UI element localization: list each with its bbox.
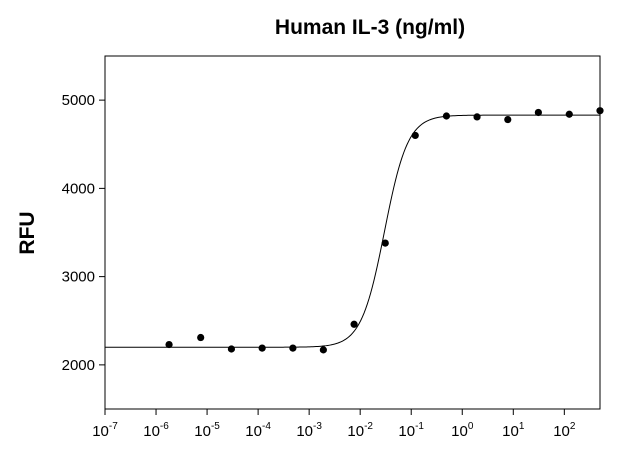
y-tick-label: 3000 bbox=[62, 269, 95, 286]
x-tick-label-exponent: 0 bbox=[468, 421, 474, 432]
x-tick-label: 10-1 bbox=[398, 421, 424, 440]
data-point bbox=[473, 113, 481, 121]
x-tick-label-base: 10 bbox=[245, 423, 262, 440]
x-tick-label-exponent: 1 bbox=[519, 421, 525, 432]
y-axis: 2000 3000 4000 5000 bbox=[62, 92, 105, 374]
data-point bbox=[442, 112, 451, 120]
x-tick-label-base: 10 bbox=[502, 423, 519, 440]
data-point bbox=[565, 110, 573, 118]
x-tick-label-base: 10 bbox=[194, 423, 211, 440]
x-tick-label-exponent: -2 bbox=[364, 421, 373, 432]
x-axis: 10-7 10-6 10-5 10-4 10-3 10-2 10-1 100 101 102 bbox=[92, 409, 576, 440]
data-points bbox=[165, 107, 604, 354]
data-point bbox=[596, 107, 604, 115]
data-point bbox=[258, 344, 266, 352]
x-tick-label: 10-4 bbox=[245, 421, 271, 440]
plot-frame bbox=[104, 55, 601, 410]
x-tick-label: 101 bbox=[502, 421, 525, 440]
x-tick-label: 10-3 bbox=[296, 421, 322, 440]
x-tick-label: 10-2 bbox=[347, 421, 373, 440]
data-point bbox=[165, 340, 173, 349]
x-tick-label: 10-6 bbox=[143, 421, 169, 440]
x-tick-label-exponent: -1 bbox=[415, 421, 424, 432]
x-tick-label-exponent: -4 bbox=[262, 421, 271, 432]
fit-curve bbox=[105, 114, 600, 348]
x-tick-label-base: 10 bbox=[143, 423, 160, 440]
data-point bbox=[227, 345, 236, 353]
x-tick-label-base: 10 bbox=[347, 423, 364, 440]
data-point bbox=[411, 131, 419, 140]
x-tick-label: 100 bbox=[451, 421, 474, 440]
x-tick-label-exponent: 2 bbox=[570, 421, 576, 432]
chart-title: Human IL-3 (ng/ml) bbox=[275, 16, 465, 39]
x-tick-label: 10-5 bbox=[194, 421, 220, 440]
data-point bbox=[381, 239, 389, 247]
y-tick-label: 5000 bbox=[62, 92, 95, 109]
x-tick-label-exponent: -7 bbox=[109, 421, 118, 432]
x-tick-label-base: 10 bbox=[553, 423, 570, 440]
x-tick-label-exponent: -6 bbox=[160, 421, 169, 432]
x-tick-label-exponent: -3 bbox=[313, 421, 322, 432]
data-point bbox=[534, 108, 542, 117]
x-tick-label-base: 10 bbox=[92, 423, 109, 440]
y-tick-label: 4000 bbox=[62, 180, 95, 197]
x-tick-label: 102 bbox=[553, 421, 576, 440]
data-point bbox=[319, 346, 327, 354]
x-tick-label: 10-7 bbox=[92, 421, 118, 440]
data-point bbox=[350, 320, 358, 328]
data-point bbox=[504, 115, 512, 124]
x-tick-label-base: 10 bbox=[296, 423, 313, 440]
data-point bbox=[289, 344, 297, 352]
x-tick-label-exponent: -5 bbox=[211, 421, 220, 432]
x-tick-label-base: 10 bbox=[451, 423, 468, 440]
data-point bbox=[197, 333, 205, 342]
y-tick-label: 2000 bbox=[62, 357, 95, 374]
y-axis-label: RFU bbox=[16, 211, 39, 254]
x-tick-label-base: 10 bbox=[398, 423, 415, 440]
